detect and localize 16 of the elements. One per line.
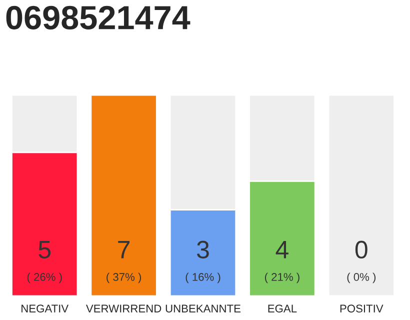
chart-title: 0698521474 xyxy=(6,6,190,30)
data-label: 0 xyxy=(355,240,368,258)
x-tick-label: VERWIRREND xyxy=(86,304,162,312)
annotation: ( 0% ) xyxy=(347,272,376,284)
annotation: ( 26% ) xyxy=(27,272,62,284)
x-tick-label: POSITIV xyxy=(340,304,384,312)
x-tick-label: NEGATIV xyxy=(22,304,69,312)
annotation: ( 37% ) xyxy=(106,272,142,284)
data-label: 7 xyxy=(118,241,130,258)
x-tick-label: EGAL xyxy=(268,304,297,312)
annotation: ( 21% ) xyxy=(264,272,300,284)
data-label: 5 xyxy=(38,241,51,258)
annotation: ( 16% ) xyxy=(186,272,220,284)
x-tick-label: UNBEKANNTE xyxy=(166,304,240,312)
data-label: 4 xyxy=(276,241,288,258)
data-label: 3 xyxy=(197,240,209,258)
